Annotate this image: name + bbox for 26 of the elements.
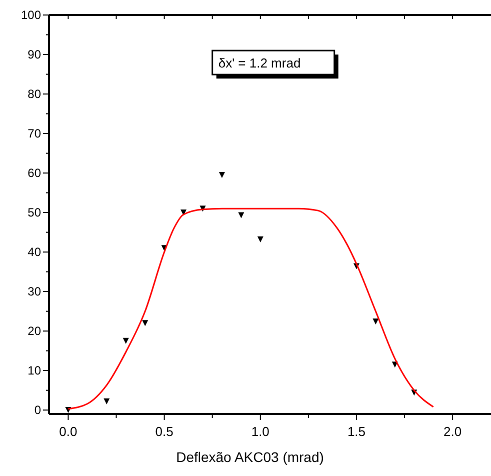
y-tick-label: 90 [28, 48, 42, 62]
x-tick-label: 0.0 [59, 424, 78, 439]
point [142, 320, 148, 326]
annotation: δx' = 1.2 mrad [218, 56, 301, 71]
y-tick-label: 80 [28, 87, 42, 102]
x-tick-label: 1.0 [251, 424, 270, 439]
point [104, 398, 110, 404]
x-axis-title: Deflexão AKC03 (mrad) [176, 449, 324, 465]
point [180, 210, 187, 216]
y-tick-label: 30 [28, 284, 42, 299]
y-tick-label: 100 [20, 8, 42, 22]
point [372, 318, 379, 325]
x-tick-label: 1.5 [347, 424, 366, 439]
y-tick-label: 40 [28, 245, 42, 260]
x-tick-label: 0.5 [155, 424, 174, 439]
y-tick-label: 20 [28, 324, 42, 338]
y-tick-label: 70 [28, 126, 42, 141]
y-tick-label: 10 [28, 364, 42, 378]
y-tick-label: 50 [28, 206, 42, 220]
y-tick-label: 0 [34, 403, 42, 418]
y-tick-label: 60 [28, 166, 42, 180]
x-tick-label: 2.0 [444, 424, 462, 439]
point [238, 212, 244, 218]
point [218, 172, 225, 178]
point [257, 236, 264, 242]
point [122, 338, 129, 344]
